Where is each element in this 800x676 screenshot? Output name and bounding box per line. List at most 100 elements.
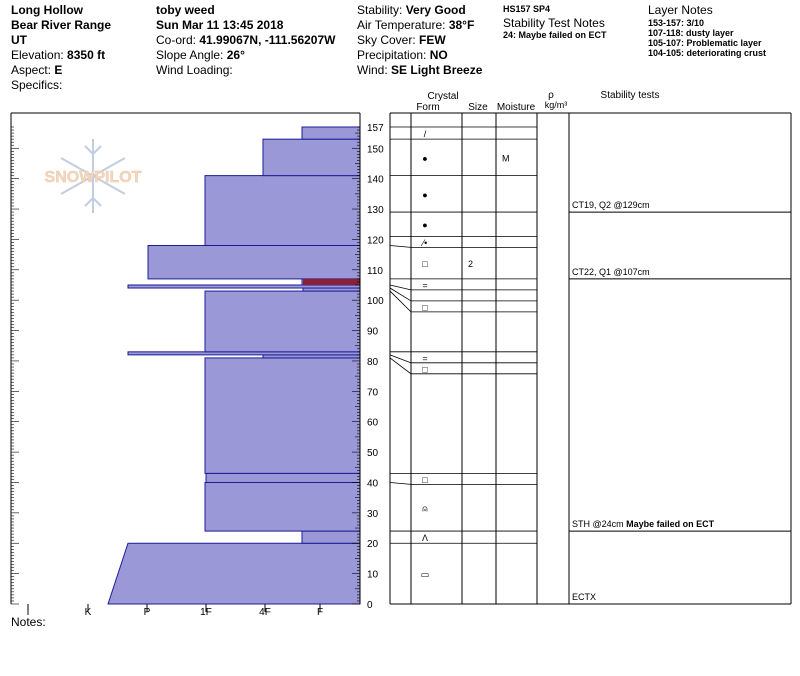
y-tick-label: 30 xyxy=(367,509,379,520)
moisture-header: Moisture xyxy=(497,102,536,113)
y-tick-label: 50 xyxy=(367,448,379,459)
grain-form-symbol: □ xyxy=(422,259,428,269)
slope-value: 26° xyxy=(226,48,245,62)
y-tick-label: 80 xyxy=(367,357,379,368)
y-tick-label: 60 xyxy=(367,418,379,429)
hardness-profile xyxy=(10,112,361,605)
form-header: Form xyxy=(416,102,439,113)
layer-note: 153-157: 3/10 xyxy=(648,18,705,28)
stability-test-label: STH @24cm Maybe failed on ECT xyxy=(572,519,715,529)
hardness-bar xyxy=(301,126,361,140)
y-tick-label: 90 xyxy=(367,327,379,338)
grain-form-symbol: / xyxy=(424,129,427,139)
y-tick-label: 40 xyxy=(367,478,379,489)
y-tick-label: 70 xyxy=(367,387,379,398)
y-tick-label: 150 xyxy=(367,144,384,155)
grain-form-symbol: ⁄• xyxy=(421,238,428,248)
grain-form-symbol: = xyxy=(422,353,427,363)
state-name: UT xyxy=(11,33,27,47)
hardness-tick-label: P xyxy=(144,607,151,618)
sky-value: FEW xyxy=(419,33,446,47)
problem-layer-highlight xyxy=(303,278,360,285)
layer-boundary-line xyxy=(389,284,537,291)
hardness-bar xyxy=(204,481,361,532)
profile-axes: 0 10 20 30 40 50 60 70 80 90 100 110 120 130 140 150 157… xyxy=(11,113,384,618)
y-tick-label: 20 xyxy=(367,539,379,550)
stability-label: Stability: xyxy=(357,3,403,17)
y-tick-label: 120 xyxy=(367,235,384,246)
air-temp-value: 38°F xyxy=(448,18,475,32)
y-tick-label: 157 xyxy=(367,123,384,134)
layer-boundary-line xyxy=(389,482,537,485)
hardness-bar xyxy=(107,542,361,605)
grain-form-symbol: = xyxy=(422,280,427,290)
hardness-bar xyxy=(262,138,361,177)
observer-block: toby weed Sun Mar 11 13:45 2018 Co-ord: … xyxy=(156,3,335,78)
layer-boundary-line xyxy=(389,287,537,302)
conditions-block: Stability: Very Good Air Temperature: 38… xyxy=(357,3,482,78)
hardness-tick-label: I xyxy=(27,607,30,618)
density-symbol: ρ xyxy=(548,90,554,101)
stability-tests-header: Stability tests xyxy=(601,90,660,101)
hardness-bar xyxy=(204,290,361,353)
y-tick-label: 140 xyxy=(367,175,384,186)
logo-text: SNOWPILOT xyxy=(45,169,142,186)
air-temp-label: Air Temperature: xyxy=(357,18,446,32)
stability-value: Very Good xyxy=(405,3,466,17)
observer-name: toby weed xyxy=(156,3,215,17)
hardness-bar xyxy=(205,472,361,483)
hardness-tick-label: K xyxy=(85,607,92,618)
precip-value: NO xyxy=(429,48,448,62)
hardness-tick-label: 1F xyxy=(200,607,212,618)
snowpilot-logo: SNOWPILOT xyxy=(44,139,142,213)
y-tick-label: 100 xyxy=(367,296,384,307)
slope-label: Slope Angle: xyxy=(156,48,224,62)
stability-notes-block: HS157 SP4 Stability Test Notes 24: Maybe… xyxy=(503,4,607,40)
elevation-value: 8350 ft xyxy=(67,48,106,62)
coord-label: Co-ord: xyxy=(156,33,197,47)
coord-value: 41.99067N, -111.56207W xyxy=(199,33,336,47)
location-block: Long Hollow Bear River Range UT Elevatio… xyxy=(11,3,111,93)
layer-notes-title: Layer Notes xyxy=(648,3,713,17)
density-unit: kg/m³ xyxy=(545,100,568,110)
grain-form-symbol: ● xyxy=(422,153,427,163)
hs-sp: HS157 SP4 xyxy=(503,4,551,14)
grain-form-symbol: □ xyxy=(422,302,428,312)
hardness-bar xyxy=(204,175,361,246)
observation-datetime: Sun Mar 11 13:45 2018 xyxy=(156,18,284,32)
location-name: Long Hollow xyxy=(11,3,83,17)
wind-value: SE Light Breeze xyxy=(391,63,483,77)
grain-form-symbol: □ xyxy=(422,364,428,374)
stability-test-note: 24: Maybe failed on ECT xyxy=(503,30,607,40)
grain-form-symbol: ⍝ xyxy=(422,504,427,514)
stability-test-label: ECTX xyxy=(572,592,596,602)
range-name: Bear River Range xyxy=(11,18,112,32)
wind-label: Wind: xyxy=(357,63,388,77)
stability-test-label: CT19, Q2 @129cm xyxy=(572,200,650,210)
size-header: Size xyxy=(468,102,488,113)
layer-boundary-line xyxy=(389,357,537,375)
sky-label: Sky Cover: xyxy=(357,33,416,47)
y-tick-label: 110 xyxy=(367,266,383,277)
crystal-header: Crystal xyxy=(427,91,458,102)
y-tick-label: 130 xyxy=(367,205,384,216)
hardness-bar xyxy=(204,357,361,474)
layer-note: 104-105: deteriorating crust xyxy=(648,48,767,58)
hardness-tick-label: F xyxy=(317,607,323,618)
notes-label: Notes: xyxy=(11,615,46,629)
hardness-tick-label: 4F xyxy=(259,607,271,618)
stability-test-notes-title: Stability Test Notes xyxy=(503,16,605,30)
elevation-label: Elevation: xyxy=(11,48,64,62)
stability-test-label: CT22, Q1 @107cm xyxy=(572,267,650,277)
aspect-value: E xyxy=(54,63,63,77)
grain-form-symbol: ● xyxy=(422,190,427,200)
aspect-label: Aspect: xyxy=(11,63,52,77)
wind-loading-label: Wind Loading: xyxy=(156,63,233,77)
layer-boundary-line xyxy=(389,290,537,313)
grain-size-value: 2 xyxy=(468,259,473,269)
layer-note: 105-107: Problematic layer xyxy=(648,38,762,48)
layer-boundary-line xyxy=(389,354,537,364)
moisture-value: M xyxy=(502,153,510,163)
layer-note: 107-118: dusty layer xyxy=(648,28,734,38)
